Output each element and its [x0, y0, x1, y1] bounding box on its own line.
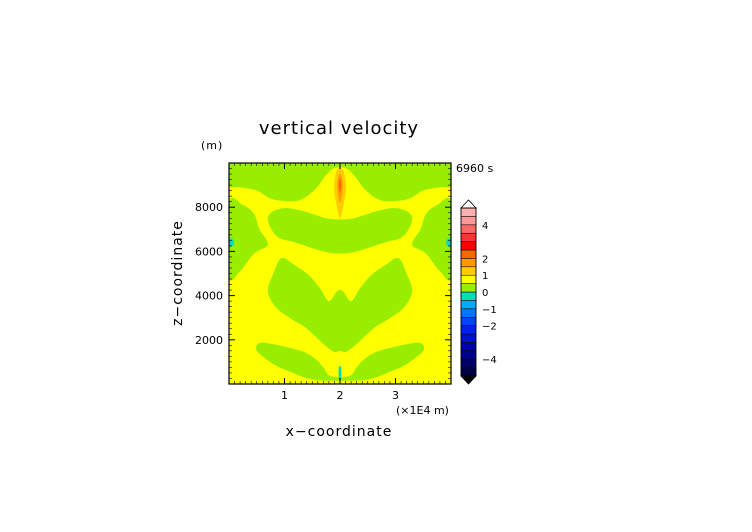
x-tick-label: 2: [337, 389, 344, 402]
contour-region-0: [229, 163, 451, 202]
colorbar-swatch: [460, 333, 477, 343]
colorbar-swatch: [460, 300, 477, 310]
colorbar-swatch: [460, 258, 477, 268]
contour-region-3: [267, 207, 413, 254]
y-axis-label: z−coordinate: [170, 220, 186, 326]
colorbar-swatch: [460, 316, 477, 326]
colorbar: 4 2 1 0 −1 −2 −4: [460, 199, 497, 385]
colorbar-tick-label: 1: [482, 271, 488, 282]
x-tick-label: 3: [392, 389, 399, 402]
colorbar-swatch: [460, 308, 477, 318]
y-tick-label: 8000: [195, 201, 223, 214]
colorbar-swatch: [460, 266, 477, 276]
axes: 1 2 3 2000 4000 6000 8000: [195, 162, 452, 402]
x-tick-label: 1: [281, 389, 288, 402]
y-unit-label: (m): [201, 139, 223, 152]
colorbar-tick-label: 4: [482, 221, 488, 232]
chart-title: vertical velocity: [259, 118, 419, 139]
contour-region-12: [338, 366, 342, 380]
colorbar-swatch: [460, 249, 477, 259]
colorbar-tick-label: −2: [482, 322, 497, 333]
colorbar-swatch: [460, 291, 477, 301]
colorbar-swatch: [460, 224, 477, 234]
colorbar-under-triangle: [460, 375, 477, 385]
colorbar-swatch: [460, 216, 477, 226]
colorbar-swatch: [460, 207, 477, 217]
colorbar-tick-label: −1: [482, 305, 497, 316]
colorbar-tick-label: −4: [482, 355, 497, 366]
contour-region-5: [255, 342, 425, 381]
colorbar-swatch: [460, 325, 477, 335]
time-label: 6960 s: [456, 162, 493, 175]
plot-area: [229, 163, 451, 384]
contour-region-2: [412, 197, 451, 281]
contour-region-9: [337, 239, 343, 251]
colorbar-swatch: [460, 274, 477, 284]
y-tick-label: 2000: [195, 334, 223, 347]
colorbar-swatch: [460, 350, 477, 360]
colorbar-over-triangle: [460, 199, 477, 209]
y-tick-label: 6000: [195, 245, 223, 258]
contour-region-1: [229, 197, 268, 281]
colorbar-swatch: [460, 358, 477, 368]
colorbar-swatch: [460, 342, 477, 352]
x-unit-label: (×1E4 m): [396, 404, 449, 417]
colorbar-swatch: [460, 367, 477, 377]
colorbar-swatch: [460, 241, 477, 251]
colorbar-swatch: [460, 232, 477, 242]
contour-region-8: [338, 178, 342, 193]
colorbar-frame: [460, 207, 477, 377]
contour-region-4: [267, 257, 413, 353]
colorbar-tick-label: 0: [482, 288, 488, 299]
y-tick-label: 4000: [195, 290, 223, 303]
colorbar-tick-label: 2: [482, 254, 488, 265]
x-axis-label: x−coordinate: [286, 424, 393, 440]
colorbar-swatch: [460, 283, 477, 293]
